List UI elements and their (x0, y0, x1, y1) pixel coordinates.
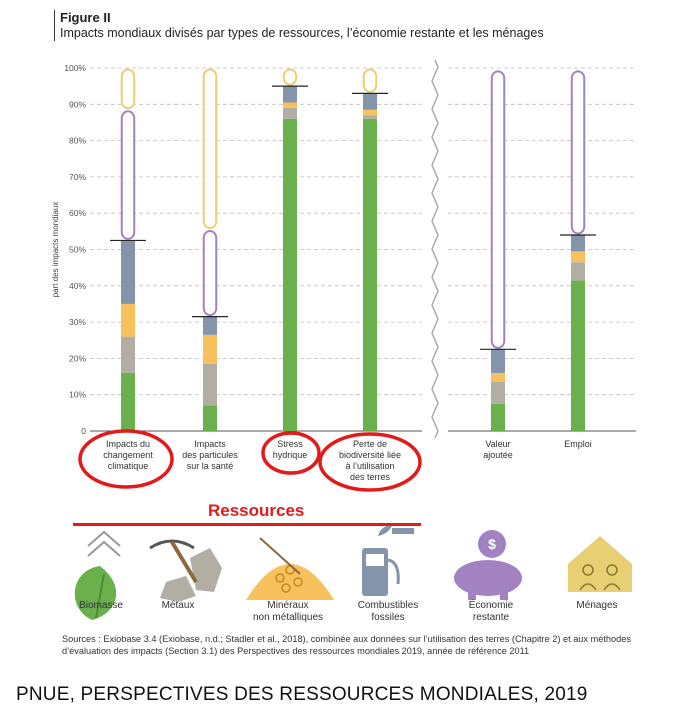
fossil-fuels-icon (362, 525, 414, 596)
bar-segment (282, 68, 298, 86)
bar-segment (491, 349, 505, 373)
y-tick-label: 0 (81, 426, 86, 436)
bar-segment (571, 280, 585, 431)
bar-segment (571, 234, 585, 252)
icon-label-line: restante (472, 612, 510, 623)
bar-segment (203, 334, 217, 364)
icon-label-line: Métaux (161, 600, 195, 611)
category-label: Stress hydrique (273, 439, 308, 460)
icon-label-line: Économie (468, 600, 514, 611)
households-icon (568, 536, 632, 592)
bar-segment (491, 372, 505, 382)
category-label: Impacts des particules sur la santé (182, 439, 238, 471)
y-tick-label: 50% (69, 245, 86, 255)
bar-segment (283, 107, 297, 119)
resources-underline (73, 523, 421, 526)
y-tick-label: 70% (69, 172, 86, 182)
metals-icon (149, 539, 222, 602)
metals-label: Métaux (128, 600, 228, 612)
y-tick-label: 10% (69, 390, 86, 400)
footer-credit: PNUE, PERSPECTIVES DES RESSOURCES MONDIA… (16, 684, 588, 705)
remaining-economy-icon: $ (454, 530, 522, 600)
bar-segment (571, 262, 585, 281)
bar-segment (120, 68, 136, 110)
icon-label-line: Ménages (576, 600, 618, 611)
y-tick-label: 90% (69, 99, 86, 109)
biomass-label: Biomasse (51, 600, 151, 612)
remaining-economy-label: Économie restante (441, 600, 541, 624)
fossil-fuels-label: Combustibles fossiles (338, 600, 438, 624)
panel-separator (431, 59, 439, 439)
icon-label-line: Biomasse (79, 600, 123, 611)
sources-note: Sources : Exiobase 3.4 (Exiobase, n.d.; … (62, 634, 631, 656)
households-label: Ménages (547, 600, 647, 612)
category-label: Emploi (564, 439, 592, 449)
bar-segment (362, 68, 378, 93)
y-tick-label: 30% (69, 317, 86, 327)
bar-segment (121, 303, 135, 337)
bar-segment (491, 381, 505, 404)
highlight-circle (78, 429, 174, 489)
y-tick-label: 40% (69, 281, 86, 291)
bar-segment (120, 110, 136, 240)
bar-segment (203, 363, 217, 406)
y-tick-label: 100% (64, 63, 86, 73)
icon-label-line: Minéraux (267, 600, 309, 611)
bar-segment (121, 372, 135, 431)
bar-segment (121, 240, 135, 304)
y-axis-label: part des impacts mondiaux (51, 202, 60, 298)
bar-segment (363, 118, 377, 431)
category-label: Valeur ajoutée (483, 439, 513, 460)
resource-icons: $ (74, 525, 632, 620)
figure-label: Figure II (60, 10, 111, 25)
icon-label-line: Combustibles (357, 600, 419, 611)
bar-segment (203, 405, 217, 431)
bar-segment (121, 336, 135, 373)
y-tick-label: 60% (69, 208, 86, 218)
highlight-circle (261, 431, 321, 475)
bar-segment (491, 403, 505, 431)
figure-header: Figure II Impacts mondiaux divisés par t… (54, 10, 544, 41)
bar-segment (490, 70, 506, 349)
bar-segment (570, 70, 586, 235)
biomass-icon (74, 530, 121, 620)
highlight-circle (318, 432, 422, 492)
bar-segment (283, 86, 297, 103)
bar-segment (202, 230, 218, 317)
bar-segment (571, 251, 585, 263)
icon-label-line: non métalliques (252, 612, 324, 623)
stacked-bar-chart: 0 10% 20% 30% 40% 50% 60% 70% 80% 90% 100% part des… (51, 59, 636, 492)
bar-segment (283, 102, 297, 108)
bar-segment (363, 115, 377, 119)
category-label: Perte de biodiversité liée à l’utilisation… (339, 439, 401, 482)
y-tick-label: 80% (69, 136, 86, 146)
bar-segment (363, 109, 377, 116)
minerals-label: Minéraux non métalliques (238, 600, 338, 624)
icon-label-line: fossiles (371, 612, 405, 623)
svg-text:$: $ (488, 536, 496, 552)
minerals-icon (246, 537, 334, 600)
resources-label: Ressources (208, 501, 305, 520)
bar-segment (363, 93, 377, 110)
bar-segment (203, 316, 217, 335)
category-label: Impacts du changement climatique (103, 439, 153, 471)
figure-subtitle: Impacts mondiaux divisés par types de re… (60, 26, 544, 40)
y-tick-label: 20% (69, 353, 86, 363)
bar-segment (202, 68, 218, 230)
bar-segment (283, 118, 297, 431)
